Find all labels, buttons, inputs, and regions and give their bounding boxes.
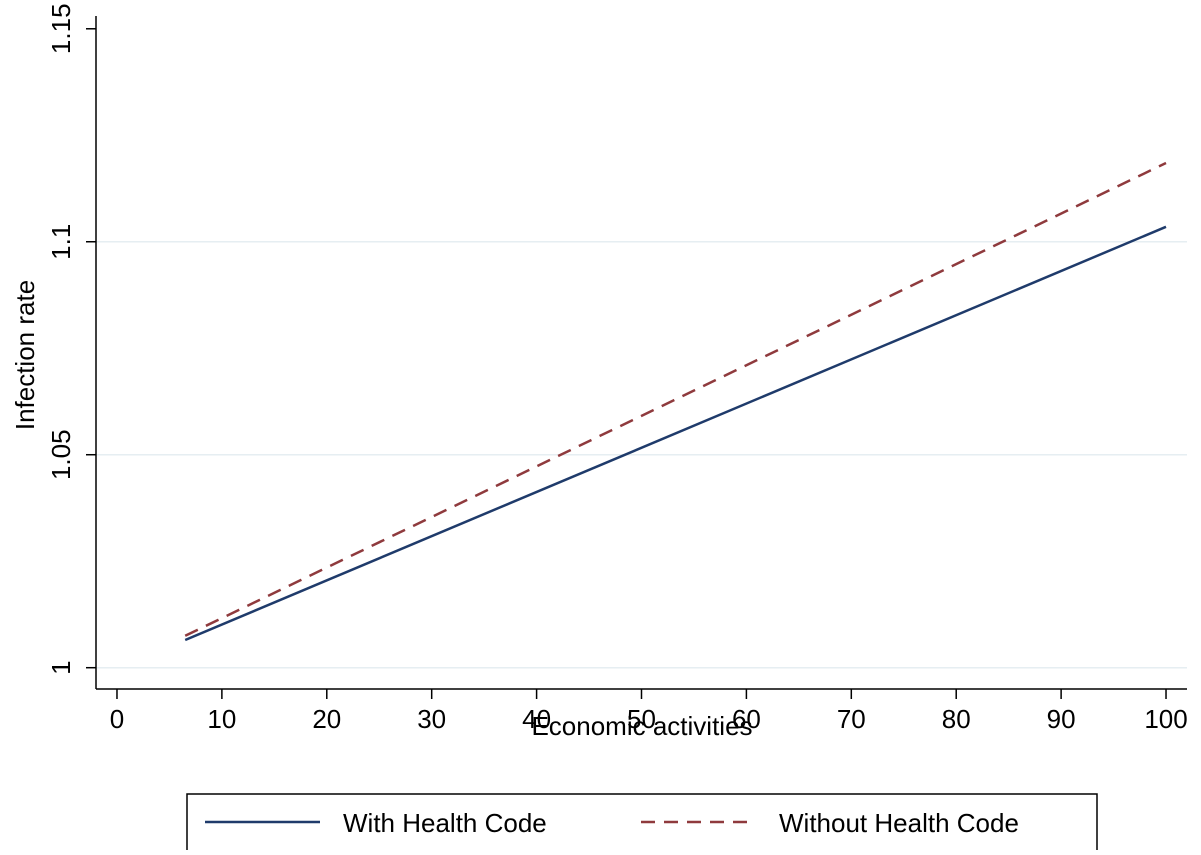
y-tick-label: 1.1 — [46, 224, 76, 260]
legend-label-with-health-code: With Health Code — [343, 808, 547, 838]
x-tick-label: 0 — [110, 704, 124, 734]
x-tick-label: 60 — [732, 704, 761, 734]
grid-layer — [96, 241, 1187, 669]
legend: With Health Code Without Health Code — [186, 793, 1098, 855]
y-tick-label: 1.05 — [46, 429, 76, 480]
y-tick-label: 1.15 — [46, 3, 76, 54]
x-tick-label: 50 — [627, 704, 656, 734]
x-tick-label: 20 — [312, 704, 341, 734]
x-axis-ticks: 0 10 20 30 40 50 60 70 80 90 100 — [110, 689, 1188, 734]
y-axis-ticks: 1 1.05 1.1 1.15 — [46, 3, 96, 675]
x-tick-label: 40 — [522, 704, 551, 734]
axes-layer — [95, 16, 1187, 690]
x-tick-label: 80 — [942, 704, 971, 734]
x-tick-label: 10 — [207, 704, 236, 734]
legend-label-without-health-code: Without Health Code — [779, 808, 1019, 838]
legend-frame — [186, 793, 1098, 855]
series-line-without-health-code — [184, 161, 1167, 637]
y-tick-label: 1 — [46, 660, 76, 674]
x-tick-label: 70 — [837, 704, 866, 734]
x-axis-title: Economic activities — [531, 711, 752, 741]
x-tick-label: 30 — [417, 704, 446, 734]
series-layer — [184, 161, 1167, 642]
x-tick-label: 100 — [1144, 704, 1187, 734]
y-axis-title: Infection rate — [10, 280, 40, 430]
series-line-with-health-code — [184, 225, 1167, 642]
x-tick-label: 90 — [1047, 704, 1076, 734]
